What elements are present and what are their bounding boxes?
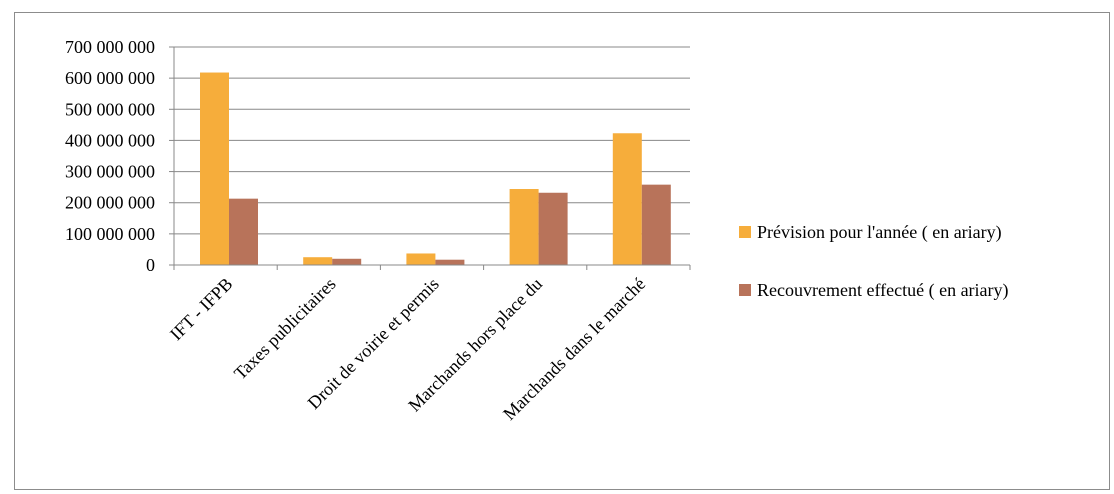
- gridlines: [174, 46, 690, 235]
- bar: [612, 133, 642, 265]
- y-tick-label: 300 000 000: [65, 162, 155, 182]
- y-axis-ticks: 0 100 000 000 200 000 000 300 000 000 400 00…: [65, 37, 155, 275]
- axes: [169, 46, 691, 270]
- bar: [538, 192, 568, 265]
- bar: [406, 253, 436, 265]
- y-tick-label: 500 000 000: [65, 99, 155, 119]
- legend-swatch: [739, 284, 751, 296]
- x-tick-label: Taxes publicitaires: [230, 274, 340, 384]
- bar: [200, 72, 229, 265]
- y-tick-label: 400 000 000: [65, 130, 155, 150]
- legend: Prévision pour l'année ( en ariary) Recou…: [739, 222, 1009, 301]
- bars: [200, 72, 671, 265]
- bar: [332, 258, 362, 265]
- bar: [435, 259, 465, 265]
- bar: [509, 189, 539, 265]
- bar: [229, 198, 258, 265]
- legend-label: Prévision pour l'année ( en ariary): [757, 222, 1002, 243]
- bar: [641, 184, 671, 265]
- y-tick-label: 600 000 000: [65, 68, 155, 88]
- y-tick-label: 200 000 000: [65, 193, 155, 213]
- y-tick-label: 100 000 000: [65, 224, 155, 244]
- bar: [303, 257, 333, 265]
- x-tick-label: IFT - IFPB: [166, 274, 237, 345]
- legend-label: Recouvrement effectué ( en ariary): [757, 280, 1009, 301]
- y-tick-label: 700 000 000: [65, 37, 155, 57]
- y-tick-label: 0: [146, 255, 155, 275]
- legend-swatch: [739, 226, 751, 238]
